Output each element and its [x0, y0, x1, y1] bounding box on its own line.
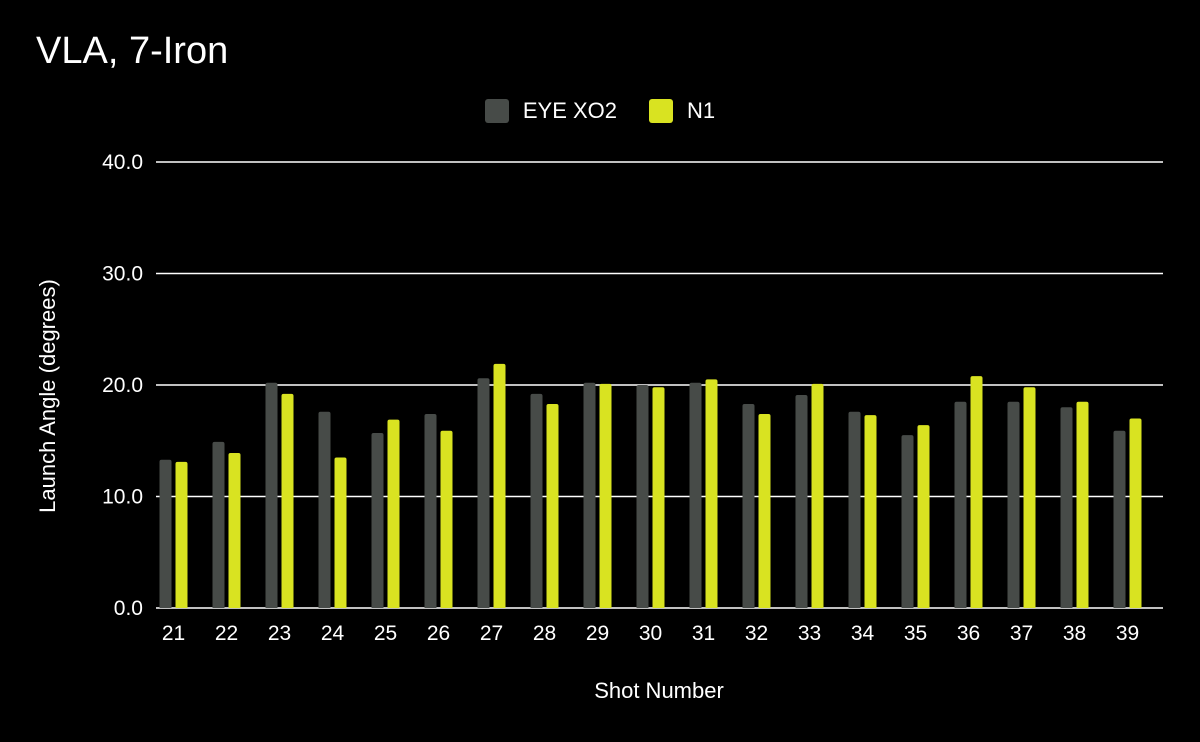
bar-n1-23: [281, 393, 294, 608]
x-tick-label-25: 25: [374, 622, 397, 645]
x-tick-label-35: 35: [904, 622, 927, 645]
bar-n1-26: [440, 430, 453, 608]
bar-eye-xo2-28: [530, 393, 543, 608]
bar-eye-xo2-31: [689, 382, 702, 608]
bar-eye-xo2-26: [424, 413, 437, 608]
bar-eye-xo2-29: [583, 382, 596, 608]
bar-eye-xo2-25: [371, 432, 384, 608]
bar-n1-35: [917, 425, 930, 608]
x-tick-label-27: 27: [480, 622, 503, 645]
bar-n1-39: [1129, 418, 1142, 608]
x-tick-label-21: 21: [162, 622, 185, 645]
bar-n1-28: [546, 403, 559, 608]
x-tick-label-32: 32: [745, 622, 768, 645]
bar-n1-36: [970, 376, 983, 608]
legend: EYE XO2 N1: [0, 98, 1200, 124]
x-tick-label-24: 24: [321, 622, 345, 645]
bar-n1-38: [1076, 401, 1089, 608]
bar-n1-24: [334, 457, 347, 608]
y-tick-label-3: 30.0: [102, 263, 143, 286]
x-tick-label-26: 26: [427, 622, 450, 645]
legend-item-n1: N1: [649, 98, 715, 124]
legend-swatch-n1: [649, 99, 674, 123]
bar-n1-25: [387, 419, 400, 608]
x-tick-label-34: 34: [851, 622, 875, 645]
x-tick-label-39: 39: [1116, 622, 1139, 645]
bar-n1-22: [228, 453, 241, 608]
x-tick-label-31: 31: [692, 622, 715, 645]
bar-eye-xo2-35: [901, 435, 914, 608]
legend-label-n1: N1: [687, 98, 716, 123]
legend-label-eye-xo2: EYE XO2: [522, 98, 618, 123]
bar-n1-31: [705, 379, 718, 608]
bar-n1-29: [599, 383, 612, 608]
bar-eye-xo2-38: [1060, 407, 1073, 608]
bar-eye-xo2-30: [636, 385, 649, 608]
x-axis-label: Shot Number: [594, 678, 724, 703]
chart-title: VLA, 7-Iron: [36, 30, 229, 72]
x-tick-label-29: 29: [586, 622, 609, 645]
y-tick-label-2: 20.0: [102, 374, 143, 397]
bar-eye-xo2-39: [1113, 430, 1126, 608]
legend-swatch-eye-xo2: [484, 99, 509, 123]
x-tick-label-23: 23: [268, 622, 291, 645]
bar-n1-27: [493, 363, 506, 608]
bar-eye-xo2-23: [265, 382, 278, 608]
bar-eye-xo2-27: [477, 378, 490, 608]
bar-eye-xo2-36: [954, 401, 967, 608]
bar-n1-37: [1023, 387, 1036, 608]
bar-n1-33: [811, 383, 824, 608]
y-tick-label-4: 40.0: [102, 151, 143, 174]
x-tick-label-28: 28: [533, 622, 556, 645]
bar-eye-xo2-32: [742, 403, 755, 608]
bar-eye-xo2-34: [848, 411, 861, 608]
bar-n1-32: [758, 413, 771, 608]
bar-n1-21: [175, 461, 188, 608]
bar-eye-xo2-24: [318, 411, 331, 608]
x-tick-label-30: 30: [639, 622, 662, 645]
x-tick-label-37: 37: [1010, 622, 1033, 645]
x-tick-label-38: 38: [1063, 622, 1086, 645]
y-tick-label-0: 0.0: [114, 597, 143, 620]
tick-labels: 0.0 10.0 20.0 30.0 40.0 21 22 23 24 25 26 27 28 29 30 3…: [102, 151, 1139, 645]
bar-eye-xo2-22: [212, 441, 225, 608]
bar-eye-xo2-37: [1007, 401, 1020, 608]
y-tick-label-1: 10.0: [102, 486, 143, 509]
bar-eye-xo2-21: [159, 459, 172, 608]
x-tick-label-36: 36: [957, 622, 980, 645]
x-tick-label-22: 22: [215, 622, 238, 645]
bar-eye-xo2-33: [795, 395, 808, 608]
legend-item-eye-xo2: EYE XO2: [484, 98, 618, 124]
bar-n1-34: [864, 415, 877, 608]
x-tick-label-33: 33: [798, 622, 821, 645]
y-axis-label: Launch Angle (degrees): [35, 279, 60, 513]
bars: [159, 363, 1142, 608]
bar-n1-30: [652, 387, 665, 608]
